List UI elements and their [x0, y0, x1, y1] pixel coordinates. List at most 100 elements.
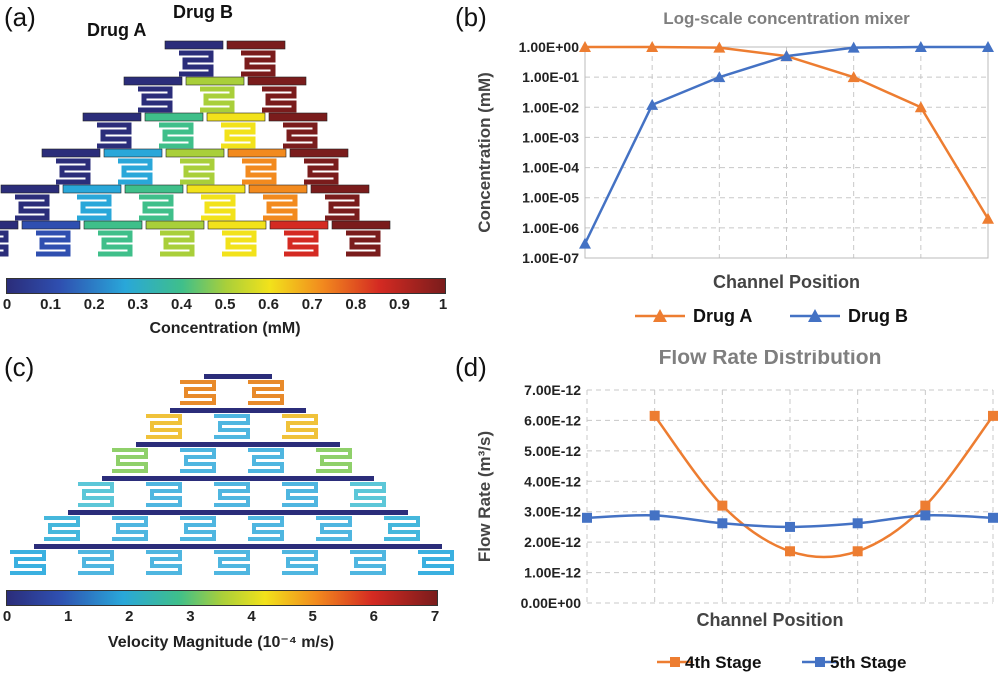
serpentine-channel	[180, 158, 215, 185]
serpentine-channel	[242, 158, 277, 185]
serpentine-channel	[36, 230, 71, 257]
concentration-tick-label: 0.5	[214, 296, 236, 313]
velocity-tick-label: 2	[125, 608, 134, 625]
serpentine-channel	[78, 482, 114, 507]
legend-label: 4th Stage	[685, 653, 762, 672]
concentration-tick-label: 0.7	[301, 296, 323, 313]
data-point-marker	[982, 41, 994, 52]
data-point-marker	[920, 510, 931, 521]
serpentine-channel	[282, 482, 318, 507]
channel-segment	[0, 220, 19, 230]
serpentine-channel	[282, 550, 318, 575]
main-channel	[102, 476, 374, 481]
panel-d-label: (d)	[455, 352, 487, 382]
serpentine-channel	[44, 516, 80, 541]
serpentine-channel	[112, 448, 148, 473]
data-point-marker	[713, 71, 726, 83]
velocity-tick-label: 0	[2, 608, 12, 625]
drug-b-inlet-label: Drug B	[173, 2, 233, 22]
channel-segment	[226, 40, 286, 50]
y-tick-label: 3.00E-12	[524, 504, 581, 520]
velocity-mixer-render	[10, 374, 454, 575]
serpentine-channel	[139, 194, 174, 221]
plot-area-frame	[584, 46, 989, 259]
serpentine-channel	[316, 448, 352, 473]
y-tick-label: 1.00E-03	[522, 129, 579, 145]
data-point-marker	[847, 41, 860, 53]
serpentine-channel	[200, 86, 235, 113]
velocity-tick-label: 7	[430, 608, 440, 625]
data-point-marker	[847, 71, 860, 83]
serpentine-channel	[10, 550, 46, 575]
serpentine-channel	[15, 194, 50, 221]
data-point-marker	[988, 512, 998, 523]
data-point-marker	[852, 518, 863, 529]
data-point-marker	[717, 500, 728, 511]
serpentine-channel	[56, 158, 91, 185]
channel-segment	[41, 148, 101, 158]
main-channel	[68, 510, 408, 515]
serpentine-channel	[179, 50, 214, 77]
serpentine-channel	[214, 550, 250, 575]
velocity-tick-label: 4	[247, 608, 256, 625]
serpentine-channel	[282, 414, 318, 439]
serpentine-channel	[350, 550, 386, 575]
serpentine-channel	[146, 482, 182, 507]
x-axis-label: Channel Position	[713, 272, 860, 292]
legend-marker	[670, 657, 680, 667]
serpentine-channel	[284, 230, 319, 257]
serpentine-channel	[222, 230, 257, 257]
main-channel	[34, 544, 442, 549]
panel-c-label: (c)	[4, 352, 35, 382]
concentration-tick-label: 0.4	[170, 296, 192, 313]
serpentine-channel	[248, 380, 284, 405]
data-point-marker	[920, 500, 931, 511]
serpentine-channel	[98, 230, 133, 257]
data-point-marker	[988, 410, 998, 421]
channel-segment	[124, 184, 184, 194]
concentration-chart: Log-scale concentration mixer 1.00E+00 1.0…	[475, 9, 994, 326]
mixer-network-2d	[10, 374, 454, 575]
serpentine-channel	[77, 194, 112, 221]
data-point-marker	[914, 41, 927, 52]
y-tick-label: 1.00E-12	[524, 565, 581, 581]
data-point-marker	[582, 512, 592, 523]
channel-segment	[207, 220, 267, 230]
channel-segment	[82, 112, 142, 122]
channel-segment	[123, 76, 183, 86]
y-tick-label: 0.00E+00	[521, 595, 582, 611]
channel-segment	[310, 184, 370, 194]
concentration-tick-label: 1	[438, 296, 448, 313]
y-tick-label: 4.00E-12	[524, 473, 581, 489]
channel-segment	[21, 220, 81, 230]
data-point-marker	[579, 41, 591, 52]
y-tick-label: 5.00E-12	[524, 443, 581, 459]
channel-segment	[269, 220, 329, 230]
serpentine-channel	[350, 482, 386, 507]
chart-title: Log-scale concentration mixer	[663, 9, 910, 28]
serpentine-channel	[304, 158, 339, 185]
serpentine-channel	[248, 516, 284, 541]
legend-label: Drug A	[693, 306, 752, 326]
serpentine-channel	[346, 230, 381, 257]
main-channel	[136, 442, 340, 447]
legend-marker	[815, 657, 825, 667]
channel-segment	[268, 112, 328, 122]
serpentine-channel	[214, 414, 250, 439]
serpentine-channel	[78, 550, 114, 575]
data-point-marker	[649, 510, 660, 521]
y-tick-label: 1.00E-02	[522, 99, 579, 115]
y-tick-label: 7.00E-12	[524, 382, 581, 398]
concentration-tick-label: 0.2	[83, 296, 105, 313]
serpentine-channel	[180, 448, 216, 473]
concentration-tick-label: 0.1	[40, 296, 62, 313]
serpentine-channel	[384, 516, 420, 541]
y-tick-label: 1.00E+00	[519, 39, 580, 55]
serpentine-channel	[160, 230, 195, 257]
y-axis-label: Flow Rate (m³/s)	[475, 431, 494, 562]
data-point-marker	[579, 237, 591, 249]
channel-segment	[185, 76, 245, 86]
data-point-marker	[717, 518, 728, 529]
serpentine-channel	[159, 122, 194, 149]
serpentine-channel	[138, 86, 173, 113]
